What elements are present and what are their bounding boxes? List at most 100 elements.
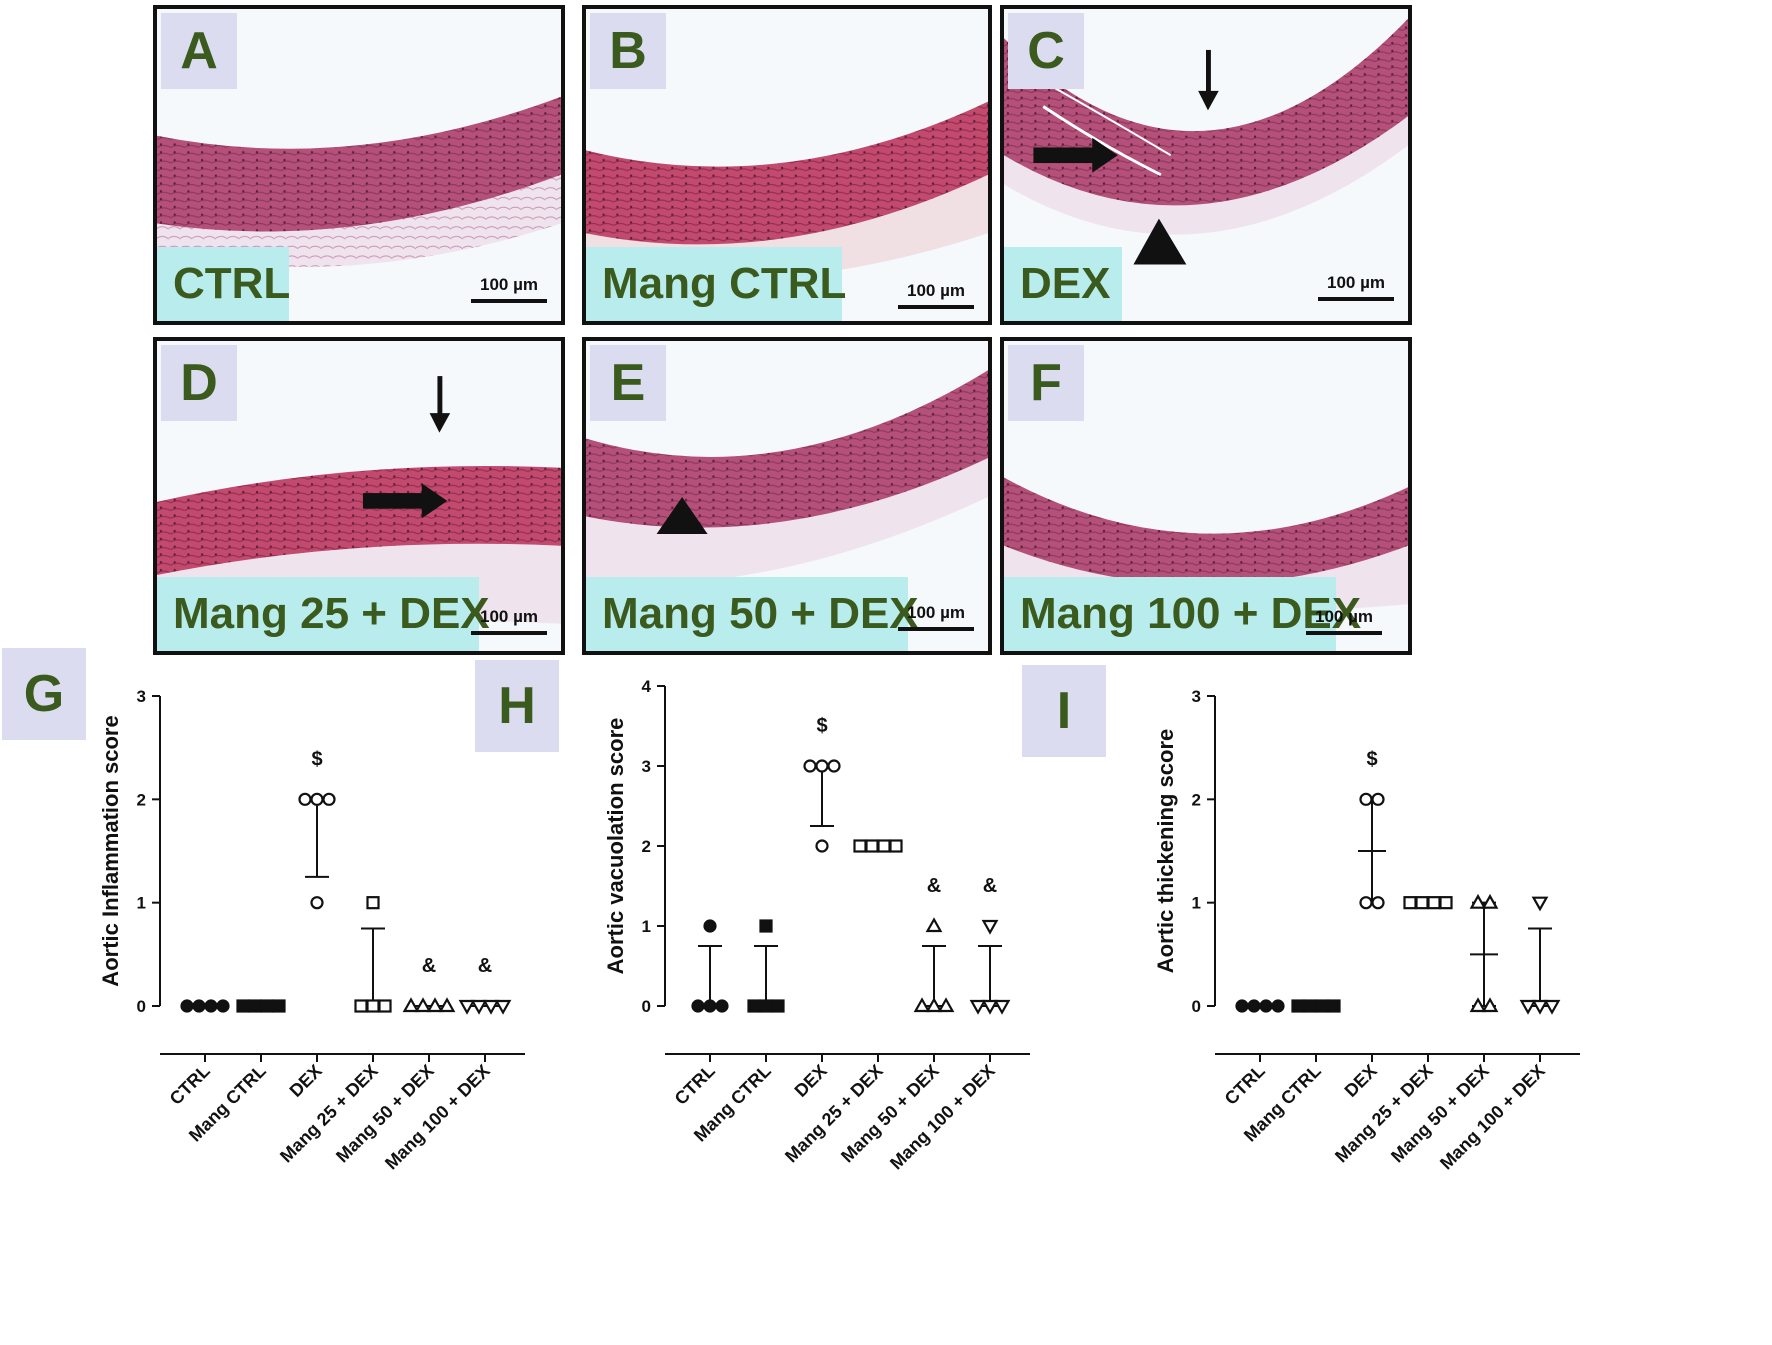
data-point — [426, 997, 444, 1013]
panel-condition-label: Mang 100 + DEX — [1004, 577, 1361, 651]
data-point — [759, 919, 773, 933]
y-tick-label: 2 — [137, 790, 146, 809]
data-point — [771, 999, 785, 1013]
scale-bar: 100 µm — [471, 607, 547, 635]
significance-annotation: & — [478, 955, 492, 977]
micrograph-panel-b: B Mang CTRL 100 µm — [582, 5, 992, 325]
data-point — [1259, 999, 1273, 1013]
data-point — [889, 839, 903, 853]
data-point — [366, 896, 380, 910]
panel-condition-label: Mang 25 + DEX — [157, 577, 490, 651]
data-point — [913, 997, 931, 1013]
tissue-image — [586, 101, 988, 282]
data-point — [378, 999, 392, 1013]
data-point — [248, 999, 262, 1013]
data-point — [1439, 896, 1453, 910]
data-point — [1359, 792, 1373, 806]
data-point — [1271, 999, 1285, 1013]
scale-bar-label: 100 µm — [1315, 607, 1373, 626]
data-point — [1247, 999, 1261, 1013]
y-tick-label: 0 — [137, 997, 146, 1016]
y-tick-label: 1 — [1192, 894, 1201, 913]
y-axis-label: Aortic vacuolation score — [603, 718, 628, 975]
significance-annotation: $ — [1366, 748, 1377, 770]
data-point — [1403, 896, 1417, 910]
x-tick-label: Mang 100 + DEX — [381, 1061, 494, 1174]
data-point — [438, 997, 456, 1013]
data-point — [703, 999, 717, 1013]
data-point — [925, 997, 943, 1013]
data-point — [236, 999, 250, 1013]
data-point — [925, 917, 943, 933]
tissue-image — [1004, 18, 1408, 265]
data-point — [993, 999, 1011, 1015]
data-point — [877, 839, 891, 853]
micrograph-panel-a: A CTRL 100 µm — [153, 5, 565, 325]
y-tick-label: 3 — [1192, 687, 1201, 706]
x-tick-label: DEX — [791, 1061, 831, 1101]
data-point — [981, 919, 999, 935]
data-point — [815, 839, 829, 853]
scale-bar: 100 µm — [898, 281, 974, 309]
significance-annotation: $ — [816, 715, 827, 737]
data-point — [981, 999, 999, 1015]
scale-bar: 100 µm — [1318, 273, 1394, 301]
y-tick-label: 2 — [1192, 790, 1201, 809]
data-point — [482, 999, 500, 1015]
x-tick-label: Mang 100 + DEX — [886, 1061, 999, 1174]
data-point — [691, 999, 705, 1013]
data-point — [458, 999, 476, 1015]
panel-condition-label: CTRL — [157, 247, 290, 321]
y-tick-label: 3 — [642, 757, 651, 776]
chart-label-h: H — [475, 660, 559, 752]
y-tick-label: 1 — [137, 894, 146, 913]
x-tick-label: CTRL — [1221, 1061, 1269, 1109]
y-tick-label: 2 — [642, 837, 651, 856]
panel-letter: C — [1008, 13, 1084, 89]
x-tick-label: Mang 25 + DEX — [781, 1061, 887, 1167]
data-point — [1235, 999, 1249, 1013]
panel-condition-label: Mang 50 + DEX — [586, 577, 919, 651]
panel-letter: E — [590, 345, 666, 421]
data-point — [204, 999, 218, 1013]
y-tick-label: 0 — [642, 997, 651, 1016]
data-point — [853, 839, 867, 853]
scale-bar-label: 100 µm — [480, 275, 538, 294]
panel-letter: F — [1008, 345, 1084, 421]
arrow-down-icon — [1198, 49, 1219, 111]
y-tick-label: 4 — [642, 677, 652, 696]
x-tick-label: Mang 25 + DEX — [1331, 1061, 1437, 1167]
scale-bar-label: 100 µm — [1327, 273, 1385, 292]
data-point — [1543, 999, 1561, 1015]
data-point — [322, 792, 336, 806]
tissue-image — [157, 96, 561, 267]
data-point — [310, 792, 324, 806]
y-tick-label: 1 — [642, 917, 651, 936]
scale-bar: 100 µm — [898, 603, 974, 631]
data-point — [715, 999, 729, 1013]
data-point — [1427, 896, 1441, 910]
data-point — [937, 997, 955, 1013]
data-point — [402, 997, 420, 1013]
arrow-down-icon — [429, 376, 451, 433]
data-point — [1531, 896, 1549, 912]
scale-bar-label: 100 µm — [480, 607, 538, 626]
chart-label-g: G — [2, 648, 86, 740]
tissue-image — [586, 370, 988, 586]
x-tick-label: DEX — [1341, 1061, 1381, 1101]
data-point — [1481, 893, 1499, 909]
data-point — [1531, 999, 1549, 1015]
y-tick-label: 0 — [1192, 997, 1201, 1016]
micrograph-panel-f: F Mang 100 + DEX 100 µm — [1000, 337, 1412, 655]
significance-annotation: $ — [311, 748, 322, 770]
data-point — [703, 919, 717, 933]
x-tick-label: Mang 50 + DEX — [837, 1061, 943, 1167]
data-point — [1291, 999, 1305, 1013]
data-point — [494, 999, 512, 1015]
data-point — [759, 999, 773, 1013]
significance-annotation: & — [927, 875, 941, 897]
x-tick-label: DEX — [286, 1061, 326, 1101]
scale-bar: 100 µm — [471, 275, 547, 303]
